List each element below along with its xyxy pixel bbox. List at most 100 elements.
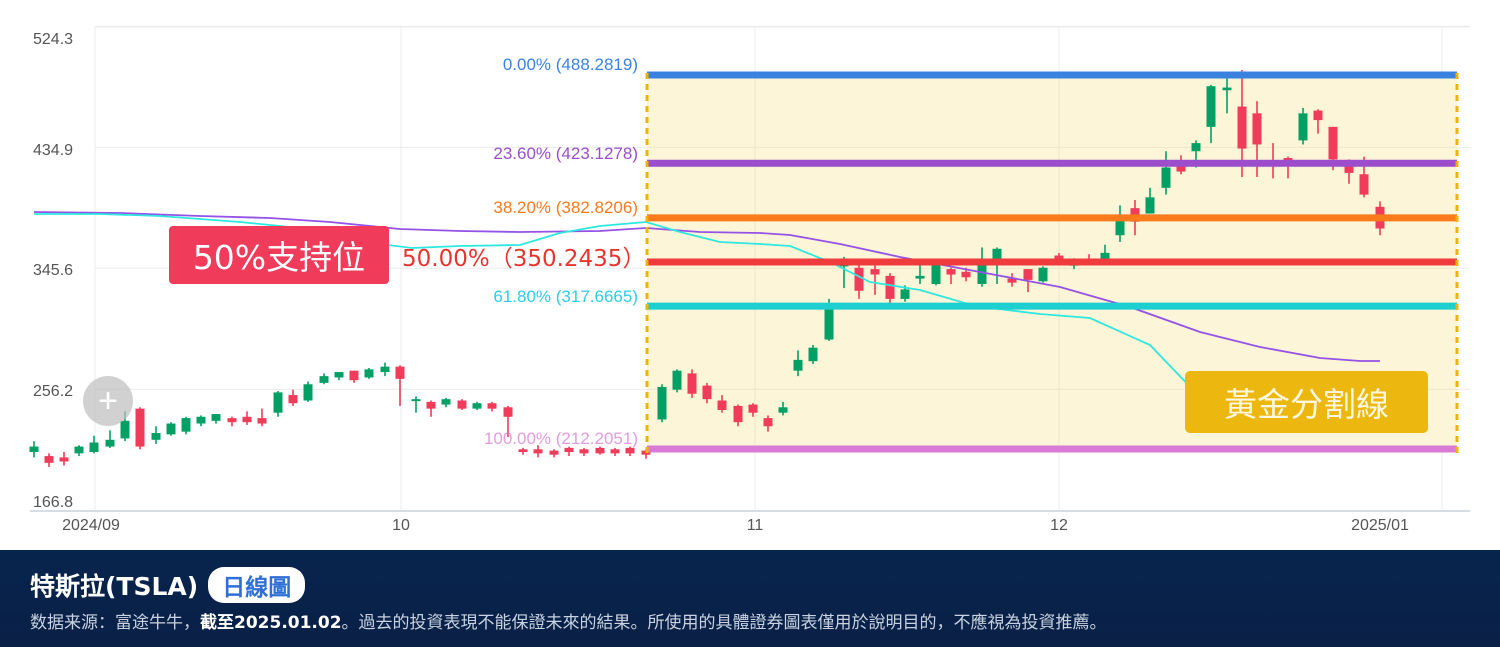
candle-up <box>74 446 84 454</box>
candle-up <box>273 392 283 413</box>
candle-up <box>441 399 451 405</box>
candle-up <box>1100 252 1110 264</box>
candle-up <box>303 384 313 401</box>
candle-down <box>625 447 635 454</box>
fib-label-38.2: 38.20% (382.8206) <box>493 198 638 217</box>
disclaimer-text: 。過去的投資表現不能保證未來的結果。所使用的具體證券圖表僅用於說明目的，不應視為… <box>341 613 1107 633</box>
candle-up <box>211 414 221 421</box>
candle-up <box>411 399 421 402</box>
footer-banner: 特斯拉(TSLA) 日線圖 数据来源：富途牛牛，截至2025.01.02。過去的… <box>0 550 1500 647</box>
candle-down <box>288 395 298 404</box>
candle-down <box>610 449 620 454</box>
candle-up <box>1191 143 1201 152</box>
y-tick-label: 256.2 <box>33 383 74 400</box>
candle-down <box>227 418 237 423</box>
fib-label-0: 0.00% (488.2819) <box>502 55 638 74</box>
candle-down <box>579 449 589 454</box>
candle-up <box>380 366 390 373</box>
candle-up <box>900 289 910 299</box>
chart-type-pill: 日線圖 <box>208 567 306 603</box>
candle-down <box>349 370 359 381</box>
candle-down <box>870 269 880 275</box>
candle-down <box>242 416 252 423</box>
candle-down <box>1023 269 1033 280</box>
candle-up <box>1038 267 1048 282</box>
candle-down <box>961 271 971 278</box>
candle-up <box>672 370 682 390</box>
zoom-in-button[interactable]: + <box>83 376 133 426</box>
candle-up <box>808 347 818 362</box>
candle-up <box>1145 197 1155 214</box>
x-tick-label: 11 <box>746 517 764 534</box>
candle-up <box>1298 113 1308 141</box>
candle-up <box>824 305 834 340</box>
candle-down <box>595 447 605 454</box>
candle-down <box>1313 110 1323 121</box>
candle-up <box>166 423 176 435</box>
candle-up <box>1161 167 1171 188</box>
candle-down <box>733 405 743 423</box>
fib-label-23.6: 23.60% (423.1278) <box>493 144 638 163</box>
candle-up <box>334 372 344 378</box>
plus-icon: + <box>98 382 118 420</box>
candle-up <box>472 403 482 409</box>
candle-down <box>395 366 405 379</box>
candle-up <box>196 416 206 424</box>
candle-down <box>564 447 574 452</box>
candle-down <box>59 457 69 462</box>
candle-down <box>533 449 543 454</box>
candle-up <box>1206 86 1216 127</box>
as-of-date: 截至2025.01.02 <box>200 613 342 633</box>
fib-line <box>647 159 1457 167</box>
candle-down <box>135 408 145 447</box>
y-tick-label: 434.9 <box>33 142 74 159</box>
candle-down <box>503 407 513 417</box>
candle-down <box>885 275 895 299</box>
candle-down <box>1237 106 1247 149</box>
candle-down <box>702 385 712 400</box>
candle-down <box>426 401 436 409</box>
candle-up <box>977 263 987 285</box>
candle-up <box>29 446 39 452</box>
candle-up <box>319 376 329 383</box>
candle-up <box>105 439 115 447</box>
candle-down <box>1328 126 1338 160</box>
candle-down <box>1007 278 1017 283</box>
candle-down <box>748 404 758 413</box>
fib-line <box>647 302 1457 310</box>
fib-line <box>647 71 1457 79</box>
support-level-badge: 50%支持位 <box>169 226 389 284</box>
ma-long-line <box>33 211 1380 362</box>
candle-up <box>992 248 1002 266</box>
candle-up <box>151 433 161 440</box>
fib-line <box>647 214 1457 222</box>
candle-down <box>1359 174 1369 195</box>
candle-down <box>687 373 697 394</box>
candle-up <box>120 420 130 439</box>
y-tick-label: 524.3 <box>33 31 74 48</box>
candle-down <box>457 400 467 409</box>
candle-up <box>181 418 191 432</box>
candle-up <box>931 265 941 285</box>
fib-label-50: 50.00%（350.2435） <box>402 246 646 272</box>
candle-up <box>364 369 374 378</box>
candle-down <box>1252 113 1262 145</box>
candle-down <box>44 456 54 463</box>
x-tick-label: 10 <box>392 517 410 534</box>
fib-label-61.8: 61.80% (317.6665) <box>493 287 638 306</box>
fib-line <box>647 258 1457 266</box>
candle-up <box>1222 87 1232 91</box>
x-tick-label: 2024/09 <box>62 517 120 534</box>
x-tick-label: 2025/01 <box>1351 517 1409 534</box>
y-tick-label: 166.8 <box>33 494 74 511</box>
candle-down <box>1176 162 1186 172</box>
candle-down <box>763 418 773 427</box>
candle-down <box>854 267 864 291</box>
candle-up <box>793 359 803 371</box>
candle-down <box>549 450 559 455</box>
disclaimer: 数据来源：富途牛牛，截至2025.01.02。過去的投資表現不能保證未來的結果。… <box>30 608 1107 633</box>
stock-chart[interactable]: 524.3 434.9 345.6 256.2 166.8 2024/09 10… <box>0 0 1500 550</box>
x-tick-label: 12 <box>1050 517 1068 534</box>
fib-label-100: 100.00% (212.2051) <box>483 429 638 448</box>
y-tick-label: 345.6 <box>33 262 74 279</box>
